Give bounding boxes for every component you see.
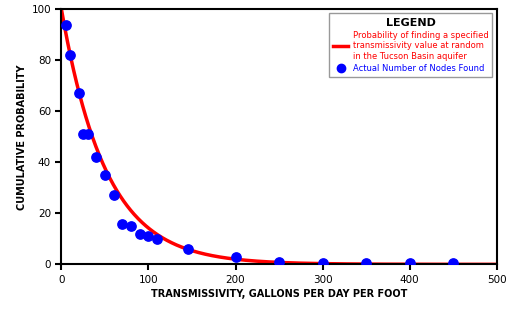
Point [110,193,118,198]
Point [275,259,283,264]
Point [61,22,70,27]
Y-axis label: CUMULATIVE PROBABILITY: CUMULATIVE PROBABILITY [17,64,27,210]
Point [183,247,191,252]
Point [144,234,153,239]
Point [79,132,87,137]
Point [406,261,414,266]
Point [231,254,240,259]
Point [92,155,100,160]
Point [449,261,457,266]
Point [318,261,327,266]
Point [127,224,135,229]
Point [362,261,370,266]
Point [118,221,126,226]
Point [101,173,109,178]
Point [153,236,161,241]
X-axis label: TRANSMISSIVITY, GALLONS PER DAY PER FOOT: TRANSMISSIVITY, GALLONS PER DAY PER FOOT [151,289,407,299]
Legend: Probability of finding a specified
transmissivity value at random
in the Tucson : Probability of finding a specified trans… [329,13,493,77]
Point [83,132,92,137]
Point [75,91,83,96]
Point [66,53,74,58]
Point [136,231,144,236]
